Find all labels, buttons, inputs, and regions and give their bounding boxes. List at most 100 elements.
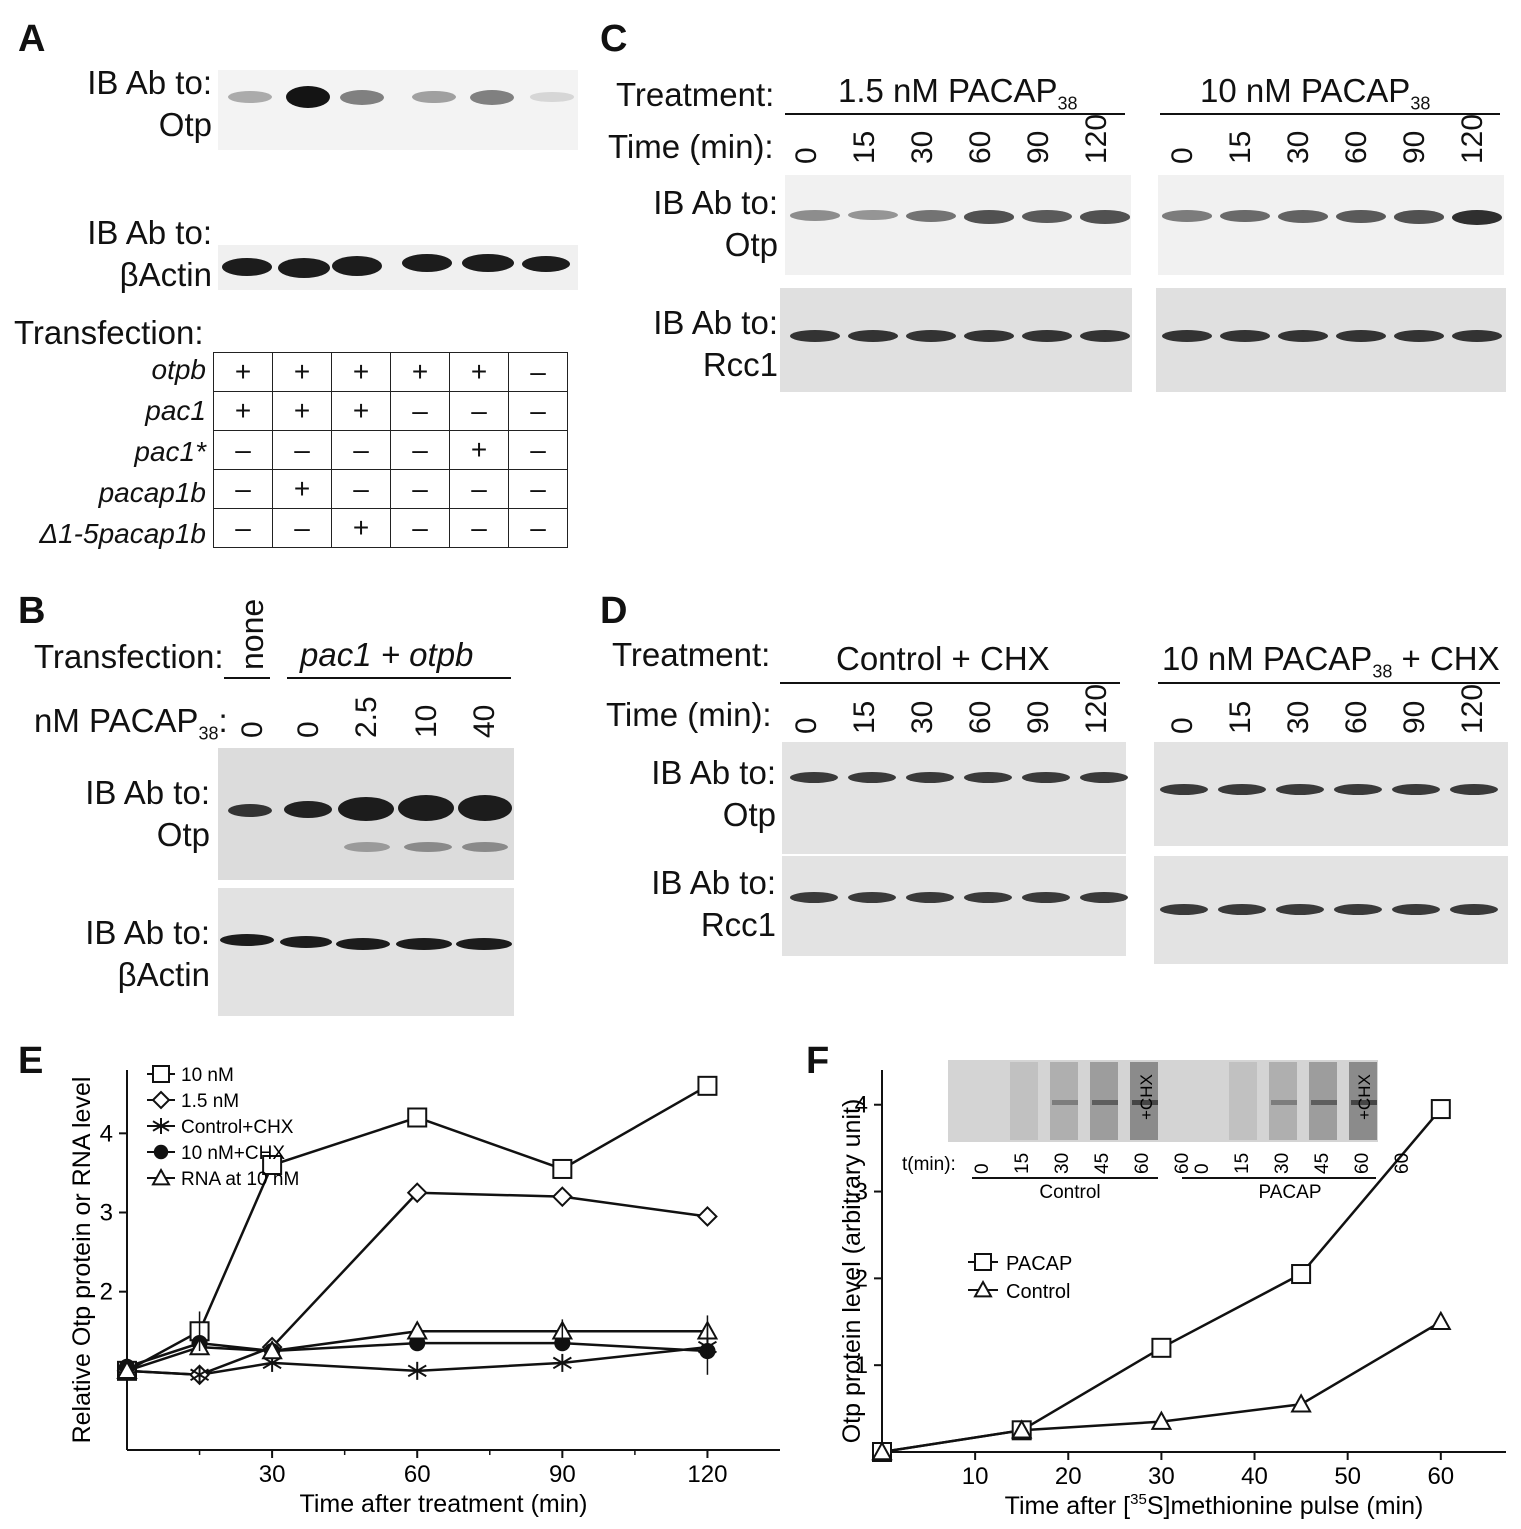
rcc1-blot-d1 bbox=[782, 856, 1126, 956]
series-line bbox=[126, 1084, 709, 1372]
otp-band bbox=[228, 90, 272, 104]
otp-band bbox=[1394, 210, 1444, 224]
none-label: none bbox=[234, 598, 270, 670]
inset-band bbox=[1311, 1100, 1337, 1105]
x-tick-label: 90 bbox=[549, 1461, 576, 1488]
inset-time: 60 bbox=[1392, 1153, 1413, 1174]
transfection-row-label: pac1 bbox=[145, 395, 206, 426]
time-label: 0 bbox=[790, 147, 823, 164]
legend-label: Control+CHX bbox=[181, 1117, 294, 1138]
x-tick-label: 30 bbox=[1148, 1463, 1175, 1490]
legend-label: 1.5 nM bbox=[181, 1091, 239, 1112]
square-marker bbox=[1151, 1337, 1172, 1358]
transfection-cell: – bbox=[449, 508, 509, 548]
otp-band bbox=[1080, 210, 1130, 224]
blot-band bbox=[1334, 784, 1382, 795]
time-label: 0 bbox=[790, 717, 823, 734]
time-label: 15 bbox=[1224, 700, 1257, 734]
square-marker bbox=[974, 1253, 992, 1271]
dose-label: 2.5 bbox=[350, 696, 383, 738]
group-label-c2: 10 nM PACAP38 bbox=[1200, 72, 1431, 114]
transfection-cell: + bbox=[272, 391, 332, 431]
transfection-row-label: pac1* bbox=[134, 436, 206, 467]
group-underline-d2 bbox=[1158, 682, 1500, 684]
transfection-cell: – bbox=[390, 430, 450, 470]
circle-marker bbox=[153, 1144, 169, 1160]
series-line bbox=[126, 1341, 708, 1369]
transfection-cell: – bbox=[390, 391, 450, 431]
time-label: 90 bbox=[1022, 130, 1055, 164]
inset-time: 60 bbox=[1132, 1153, 1153, 1174]
inset-lane bbox=[1229, 1062, 1257, 1140]
otp-band bbox=[412, 90, 456, 104]
time-label: 15 bbox=[1224, 130, 1257, 164]
inset-time-label: t(min): bbox=[902, 1154, 956, 1175]
transfection-label-b: Transfection: bbox=[34, 638, 224, 675]
group-label-c1: 1.5 nM PACAP38 bbox=[838, 72, 1078, 114]
inset-band bbox=[1092, 1100, 1118, 1105]
otp-blot-d2 bbox=[1154, 742, 1508, 846]
actin-band-b bbox=[336, 938, 390, 950]
actin-band-b bbox=[456, 938, 512, 950]
transfection-row: – – + – – – bbox=[213, 508, 568, 548]
ib-otp-label-c: IB Ab to: Otp bbox=[653, 184, 778, 263]
rcc1-blot-c2 bbox=[1156, 288, 1506, 392]
otp-band bbox=[338, 797, 394, 821]
blot-band bbox=[790, 892, 838, 903]
dose-label: 0 bbox=[236, 721, 269, 738]
panel-label-d: D bbox=[600, 590, 628, 632]
x-tick-label: 40 bbox=[1241, 1463, 1268, 1490]
otp-band bbox=[458, 795, 512, 821]
triangle-marker bbox=[116, 1359, 138, 1380]
x-axis-label-pre: Time after [ bbox=[1005, 1492, 1131, 1520]
otp-band bbox=[228, 804, 272, 817]
otp-blot-a bbox=[218, 70, 578, 150]
transfection-row-label: pacap1b bbox=[98, 477, 206, 508]
rcc1-blot-c1 bbox=[780, 288, 1132, 392]
ib-otp-label-d: IB Ab to: Otp bbox=[651, 754, 776, 833]
blot-band bbox=[1450, 904, 1498, 915]
chx-label: +CHX bbox=[1355, 1074, 1374, 1120]
triangle-marker bbox=[261, 1339, 283, 1360]
star-marker bbox=[407, 1361, 427, 1380]
x-tick-label: 20 bbox=[1055, 1463, 1082, 1490]
actin-band bbox=[462, 254, 514, 272]
inset-band bbox=[1351, 1100, 1377, 1105]
transfection-cell: – bbox=[508, 508, 568, 548]
transfection-row: – + – – – – bbox=[213, 469, 568, 509]
blot-band bbox=[1392, 904, 1440, 915]
panel-label-c: C bbox=[600, 18, 628, 60]
y-tick-label: 2 bbox=[100, 1279, 113, 1306]
transfection-cell: + bbox=[331, 352, 391, 392]
blot-band bbox=[1022, 892, 1070, 903]
x-tick-label: 30 bbox=[259, 1461, 286, 1488]
ib-otp-label-b: IB Ab to: Otp bbox=[85, 774, 210, 853]
x-tick-label: 10 bbox=[962, 1463, 989, 1490]
group-underline-d1 bbox=[780, 682, 1120, 684]
time-label: 60 bbox=[964, 130, 997, 164]
time-label: 60 bbox=[964, 700, 997, 734]
transfection-cell: + bbox=[272, 469, 332, 509]
time-label: 90 bbox=[1398, 130, 1431, 164]
otp-band bbox=[964, 210, 1014, 224]
square-marker bbox=[552, 1158, 573, 1179]
transfection-cell: – bbox=[449, 391, 509, 431]
transfection-cell: – bbox=[272, 430, 332, 470]
transfection-row-label: otpb bbox=[151, 354, 207, 385]
rcc1-band bbox=[1220, 330, 1270, 342]
time-label: 90 bbox=[1022, 700, 1055, 734]
inset-lane bbox=[1010, 1062, 1038, 1140]
otp-band bbox=[1452, 210, 1502, 226]
actin-band-b bbox=[280, 936, 332, 948]
otp-band bbox=[470, 89, 514, 105]
blot-band bbox=[1160, 904, 1208, 915]
otp-band bbox=[906, 210, 956, 222]
inset-time: 0 bbox=[1192, 1163, 1213, 1174]
series-line bbox=[126, 1345, 708, 1377]
rcc1-band bbox=[848, 330, 898, 342]
inset-time: 0 bbox=[972, 1163, 993, 1174]
star-marker bbox=[552, 1353, 572, 1372]
triangle-marker bbox=[871, 1440, 893, 1461]
time-label: 90 bbox=[1398, 700, 1431, 734]
transfection-cell: – bbox=[390, 469, 450, 509]
